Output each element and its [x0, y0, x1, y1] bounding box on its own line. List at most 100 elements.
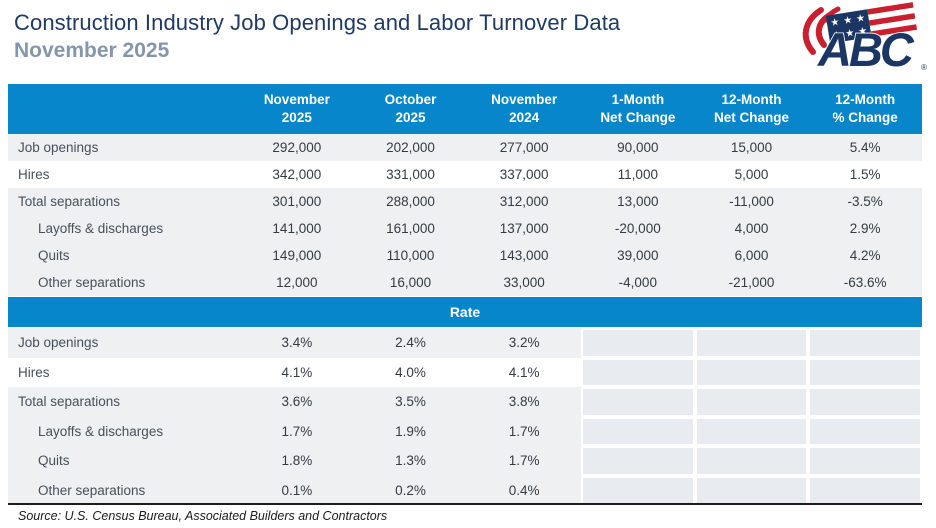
value-cell: 137,000	[499, 221, 549, 236]
value-cell: 33,000	[503, 275, 545, 290]
value-cell: -11,000	[729, 194, 774, 209]
empty-cell	[694, 475, 809, 505]
value-cell: 4.2%	[849, 248, 881, 263]
value-cell: 13,000	[617, 194, 659, 209]
value-cell: 342,000	[272, 167, 322, 182]
empty-cell	[808, 416, 922, 446]
value-cell: 1.3%	[353, 446, 468, 476]
empty-cell	[808, 357, 922, 387]
row-label: Job openings	[18, 140, 99, 155]
empty-cell	[580, 475, 695, 505]
table-row: Quits 1.8% 1.3% 1.7%	[8, 446, 922, 476]
value-cell: 277,000	[499, 140, 549, 155]
svg-text:★: ★	[830, 17, 841, 29]
rate-section: Job openings 3.4% 2.4% 3.2% Hires 4.1% 4.0% 4.1…	[8, 328, 922, 505]
value-cell: 0.4%	[467, 475, 581, 505]
title-block: Construction Industry Job Openings and L…	[14, 10, 620, 63]
value-cell: 90,000	[617, 140, 659, 155]
row-label: Hires	[18, 364, 50, 380]
abc-logo: ★ ★ ★ ★ ★ ★ ABC ®	[802, 2, 927, 74]
table-row: Total separations 301,000 288,000 312,000 13…	[8, 188, 922, 215]
value-cell: 4.0%	[395, 364, 426, 380]
value-cell: 288,000	[386, 194, 435, 209]
value-cell: 6,000	[734, 248, 769, 263]
svg-text:★: ★	[843, 15, 854, 27]
table-row: Job openings 292,000 202,000 277,000 90,000 1…	[8, 134, 922, 161]
empty-cell	[808, 387, 922, 417]
empty-cell	[580, 357, 695, 387]
value-cell: 39,000	[617, 248, 659, 263]
table-row: Other separations 0.1% 0.2% 0.4%	[8, 475, 922, 505]
value-cell: 312,000	[499, 194, 549, 209]
column-header: November 2025	[263, 92, 330, 125]
value-cell: -20,000	[614, 221, 661, 236]
rate-section-header: Rate	[8, 296, 922, 328]
column-header: 1-Month Net Change	[600, 92, 676, 125]
table-row: Job openings 3.4% 2.4% 3.2%	[8, 328, 922, 358]
value-cell: 149,000	[272, 248, 322, 263]
empty-cell	[694, 328, 809, 358]
empty-cell	[580, 446, 695, 476]
flag-icon: ★ ★ ★ ★ ★ ★	[825, 2, 918, 44]
value-cell: 1.5%	[849, 167, 881, 182]
value-cell: 2.9%	[849, 221, 881, 236]
svg-text:★: ★	[832, 30, 843, 42]
value-cell: 0.1%	[240, 475, 354, 505]
table-header-row: November 2025 October 2025 November 2024 1-…	[8, 84, 922, 134]
empty-cell	[694, 416, 809, 446]
level-section: Job openings 292,000 202,000 277,000 90,000 1…	[8, 134, 922, 296]
value-cell: 301,000	[272, 194, 322, 209]
row-label: Other separations	[38, 275, 146, 290]
row-label: Quits	[38, 248, 70, 263]
empty-cell	[694, 357, 809, 387]
page-subtitle: November 2025	[14, 39, 170, 63]
value-cell: 5.4%	[849, 140, 881, 155]
table-row: Hires 342,000 331,000 337,000 11,000 5,000 1.5…	[8, 161, 922, 188]
value-cell: -63.6%	[843, 275, 887, 290]
value-cell: 5,000	[734, 167, 769, 182]
value-cell: -21,000	[728, 275, 775, 290]
svg-text:★: ★	[857, 26, 868, 38]
value-cell: 141,000	[272, 221, 322, 236]
value-cell: 1.8%	[240, 446, 354, 476]
row-label: Job openings	[8, 328, 240, 358]
value-cell: 1.7%	[240, 416, 354, 446]
table-row: Hires 4.1% 4.0% 4.1%	[8, 357, 922, 387]
value-cell: 3.8%	[467, 387, 581, 417]
row-label: Total separations	[8, 387, 240, 417]
table-row: Total separations 3.6% 3.5% 3.8%	[8, 387, 922, 417]
table-row: Quits 149,000 110,000 143,000 39,000 6,000 4.2…	[8, 242, 922, 269]
registered-mark: ®	[921, 63, 927, 72]
value-cell: 1.7%	[467, 416, 581, 446]
value-cell: 12,000	[276, 275, 318, 290]
row-label: Other separations	[8, 475, 240, 505]
value-cell: 4.1%	[281, 364, 313, 380]
page-title: Construction Industry Job Openings and L…	[14, 10, 621, 35]
value-cell: 202,000	[386, 140, 435, 155]
value-cell: 3.5%	[353, 387, 468, 417]
bottom-rule	[8, 503, 922, 505]
value-cell: 1.7%	[467, 446, 581, 476]
column-header: November 2024	[491, 92, 558, 125]
empty-cell	[580, 328, 695, 358]
empty-cell	[580, 387, 695, 417]
value-cell: -4,000	[618, 275, 657, 290]
jolt-table: November 2025 October 2025 November 2024 1-…	[8, 84, 922, 505]
value-cell: 15,000	[730, 140, 773, 155]
empty-cell	[694, 387, 809, 417]
row-label: Layoffs & discharges	[38, 221, 164, 236]
value-cell: 161,000	[386, 221, 435, 236]
row-label: Hires	[18, 167, 50, 182]
table-row: Layoffs & discharges 1.7% 1.9% 1.7%	[8, 416, 922, 446]
empty-cell	[808, 328, 922, 358]
value-cell: 337,000	[499, 167, 549, 182]
value-cell: 11,000	[617, 167, 658, 182]
row-label: Total separations	[18, 194, 121, 209]
value-cell: 3.2%	[467, 328, 581, 358]
value-cell: 3.4%	[240, 328, 354, 358]
empty-cell	[808, 475, 922, 505]
table-row: Layoffs & discharges 141,000 161,000 137,00…	[8, 215, 922, 242]
value-cell: 1.9%	[353, 416, 468, 446]
value-cell: 4.1%	[508, 364, 540, 380]
column-header: 12-Month Net Change	[713, 92, 789, 125]
